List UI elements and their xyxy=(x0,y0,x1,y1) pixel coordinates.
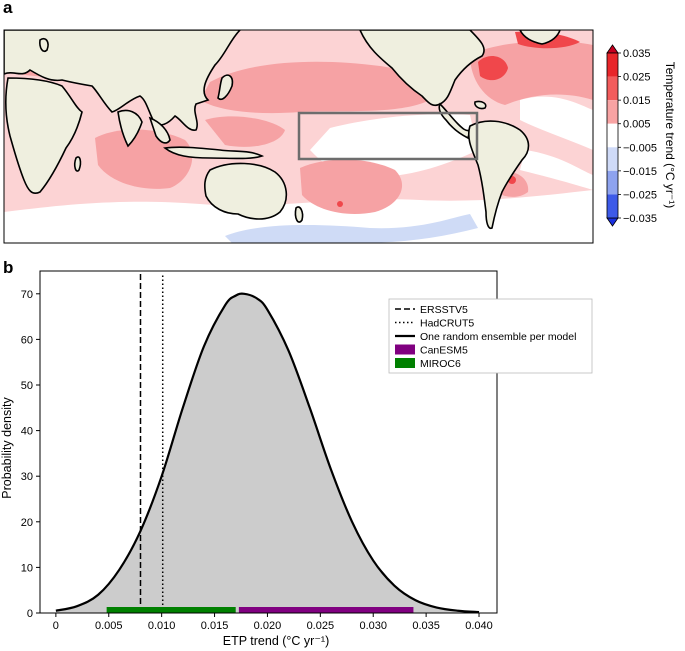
map-land-eurasia xyxy=(4,30,242,131)
x-tick-label: 0.005 xyxy=(95,620,123,632)
panel-b-label: b xyxy=(3,258,14,277)
etp-region-box xyxy=(297,111,479,161)
x-tick-label: 0.030 xyxy=(359,620,387,632)
y-tick-label: 10 xyxy=(21,562,33,574)
x-tick-label: 0.015 xyxy=(201,620,229,632)
map-land-australia xyxy=(204,162,288,220)
vertical-lines-layer xyxy=(139,273,164,613)
colorbar: 0.035 0.025 0.015 0.005 −0.005 −0.015 −0.025 −0… xyxy=(606,44,657,227)
colorbar-tick-label: 0.035 xyxy=(623,48,651,60)
colorbar-extend-bottom xyxy=(606,217,619,227)
density-fill xyxy=(55,293,480,613)
map-land-greenland xyxy=(519,30,561,45)
map-south-pacific-warm xyxy=(300,159,403,215)
map-cold-anomaly xyxy=(225,214,478,243)
legend-item[interactable]: HadCRUT5 xyxy=(395,318,474,330)
map-atlantic-white-region xyxy=(520,96,593,150)
y-tick-label: 60 xyxy=(21,334,33,346)
colorbar-segment xyxy=(607,123,618,148)
map-indian-ocean-warm xyxy=(95,129,193,189)
colorbar-tick-label: 0.005 xyxy=(623,119,651,131)
x-tick-label: 0.020 xyxy=(254,620,282,632)
y-tick-label: 30 xyxy=(21,471,33,483)
map-land-africa xyxy=(5,77,83,195)
density-curve-layer xyxy=(55,292,480,614)
density-curve xyxy=(55,292,480,614)
map-land-caribbean xyxy=(474,100,487,110)
colorbar-tick-label: 0.015 xyxy=(623,95,651,107)
y-axis-label: Probability density xyxy=(0,397,14,499)
density-fill-layer xyxy=(55,293,480,613)
x-axis-label: ETP trend (°C yr⁻¹) xyxy=(223,634,330,648)
colorbar-tick-label: −0.005 xyxy=(623,142,657,154)
chart-axes: 0 0.005 0.010 0.015 0.020 0.025 0.030 0.035 0.04… xyxy=(21,270,498,632)
map-land-southeast-asia xyxy=(148,116,171,144)
map-sw-atlantic-white xyxy=(520,150,593,190)
legend-item[interactable]: MIROC6 xyxy=(395,358,461,370)
colorbar-segment xyxy=(607,170,618,195)
colorbar-tick-label: −0.015 xyxy=(623,166,657,178)
colorbar-tick-label: 0.025 xyxy=(623,72,651,84)
etp-trend-chart: 0 0.005 0.010 0.015 0.020 0.025 0.030 0.035 0.04… xyxy=(21,270,593,632)
colorbar-segment xyxy=(607,147,618,171)
map-west-pacific-warm xyxy=(205,116,285,147)
canesm5-range-bar xyxy=(238,607,414,613)
map-land-japan xyxy=(217,74,234,101)
x-tick-label: 0.040 xyxy=(465,620,493,632)
legend-box xyxy=(388,298,593,374)
x-tick-label: 0.035 xyxy=(412,620,440,632)
legend-label: ERSSTV5 xyxy=(420,304,468,316)
map-land-india xyxy=(117,109,143,148)
map-land-indonesia xyxy=(163,146,265,160)
map-land-uk xyxy=(39,37,49,53)
y-tick-label: 40 xyxy=(21,426,33,438)
legend-label: CanESM5 xyxy=(420,345,468,357)
map-land-madagascar xyxy=(73,156,82,172)
colorbar-segment xyxy=(607,194,618,218)
legend-label: MIROC6 xyxy=(420,358,461,370)
legend-item[interactable]: ERSSTV5 xyxy=(395,304,468,316)
map-land-new-zealand xyxy=(294,206,304,223)
miroc6-range-bar xyxy=(106,607,236,613)
map-pacific-hotspot xyxy=(337,201,343,207)
model-ranges-layer xyxy=(106,607,414,613)
map-north-pacific-warm xyxy=(200,61,433,114)
colorbar-segment xyxy=(607,53,618,77)
map-north-atlantic-warm xyxy=(470,41,593,105)
map-land-south-america xyxy=(467,120,530,230)
y-tick-label: 50 xyxy=(21,380,33,392)
legend-color-swatch xyxy=(395,358,415,368)
colorbar-tick-label: −0.035 xyxy=(623,213,657,225)
map-frame xyxy=(3,29,594,244)
x-tick-label: 0.025 xyxy=(307,620,335,632)
legend-label: One random ensemble per model xyxy=(420,331,576,343)
colorbar-frame xyxy=(606,52,619,219)
colorbar-title: Temperature trend (°C yr⁻¹) xyxy=(663,62,677,209)
colorbar-extend-top xyxy=(606,44,619,54)
colorbar-segment xyxy=(607,76,618,101)
map-gulf-stream-hotspot xyxy=(478,56,508,81)
y-tick-label: 20 xyxy=(21,517,33,529)
temperature-trend-map xyxy=(4,30,593,243)
panel-a-label: a xyxy=(3,0,13,17)
x-tick-label: 0 xyxy=(53,620,59,632)
colorbar-tick-label: −0.025 xyxy=(623,189,657,201)
y-tick-label: 0 xyxy=(27,608,33,620)
legend-item[interactable]: One random ensemble per model xyxy=(395,331,576,343)
legend-color-swatch xyxy=(395,344,415,355)
plot-frame xyxy=(39,270,498,614)
x-tick-label: 0.010 xyxy=(148,620,176,632)
y-tick-label: 70 xyxy=(21,289,33,301)
legend-item[interactable]: CanESM5 xyxy=(395,344,468,357)
colorbar-segment xyxy=(607,100,618,124)
legend-label: HadCRUT5 xyxy=(420,318,474,330)
